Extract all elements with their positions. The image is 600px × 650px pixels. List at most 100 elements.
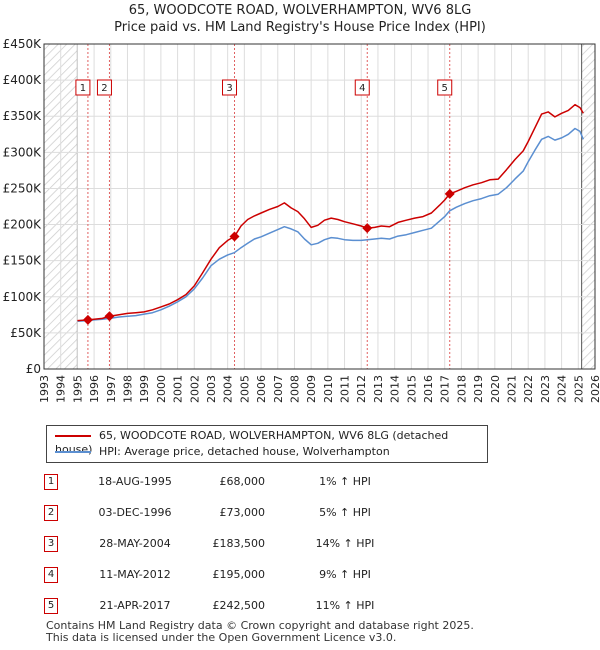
x-tick-label: 1994 — [55, 375, 68, 403]
series-lines — [77, 103, 584, 323]
y-tick-label: £0 — [26, 362, 41, 376]
sale-date: 18-AUG-1995 — [98, 475, 172, 488]
x-tick-label: 2004 — [222, 375, 235, 403]
sale-row: 5 21-APR-2017 £242,500 11% ↑ HPI — [40, 598, 460, 614]
price-chart: 1 2 3 4 5 £0 £50K £100K £150K £200K £250K £300K £35… — [3, 37, 600, 403]
x-tick-label: 2021 — [506, 375, 519, 403]
x-tick-label: 2024 — [556, 375, 569, 403]
x-tick-label: 2009 — [305, 375, 318, 403]
x-tick-label: 1999 — [138, 375, 151, 403]
y-tick-label: £150K — [3, 254, 43, 268]
x-tick-label: 2017 — [439, 375, 452, 403]
sale-date: 11-MAY-2012 — [99, 568, 171, 581]
title-text: 65, WOODCOTE ROAD, WOLVERHAMPTON, WV6 8L… — [128, 3, 472, 18]
sale-points — [82, 188, 455, 325]
series-line-hpi — [77, 127, 584, 323]
y-tick-label: £200K — [3, 218, 43, 232]
x-tick-label: 2016 — [422, 375, 435, 403]
y-tick-label: £400K — [3, 73, 43, 87]
legend-item-hpi: HPI: Average price, detached house, Wolv… — [55, 445, 390, 459]
y-tick-label: £350K — [3, 109, 43, 123]
sale-row: 3 28-MAY-2004 £183,500 14% ↑ HPI — [40, 536, 460, 552]
sale-price: £195,000 — [212, 568, 266, 581]
sale-price: £242,500 — [212, 599, 266, 612]
sale-number-text: 2 — [101, 83, 107, 94]
sale-row: 4 11-MAY-2012 £195,000 9% ↑ HPI — [40, 567, 460, 583]
legend-label-hpi: HPI: Average price, detached house, Wolv… — [99, 445, 390, 458]
x-tick-labels: 1993 1994 1995 1996 1997 1998 1999 2000 2001 2002… — [38, 375, 600, 403]
sale-date: 21-APR-2017 — [99, 599, 171, 612]
x-tick-label: 2015 — [405, 375, 418, 403]
sale-number-badge: 3 — [44, 536, 58, 552]
x-tick-label: 1993 — [38, 375, 51, 403]
x-tick-label: 2019 — [472, 375, 485, 403]
x-tick-label: 2020 — [489, 375, 502, 403]
sale-number-labels: 1 2 3 4 5 — [75, 79, 453, 96]
x-tick-label: 2010 — [322, 375, 335, 403]
y-tick-label: £450K — [3, 37, 43, 51]
x-tick-label: 2013 — [372, 375, 385, 403]
x-tick-label: 2018 — [455, 375, 468, 403]
x-tick-label: 1997 — [105, 375, 118, 403]
x-tick-label: 2002 — [188, 375, 201, 403]
y-tick-label: £300K — [3, 145, 43, 159]
sale-point — [444, 188, 455, 199]
sale-point — [229, 231, 240, 242]
legend-swatch-property — [55, 435, 91, 437]
sale-hpi-diff: 9% ↑ HPI — [319, 568, 371, 581]
hatched-regions — [44, 44, 595, 369]
series-line-property — [77, 103, 584, 322]
sale-price: £68,000 — [219, 475, 266, 488]
y-tick-label: £250K — [3, 181, 43, 195]
x-tick-label: 2008 — [288, 375, 301, 403]
sale-vertical-lines — [87, 44, 451, 369]
x-tick-label: 2026 — [589, 375, 600, 403]
sale-number-badge: 1 — [44, 474, 58, 490]
x-tick-label: 2003 — [205, 375, 218, 403]
legend-swatch-hpi — [55, 451, 91, 453]
sale-number-box — [437, 79, 453, 96]
sale-price: £73,000 — [219, 506, 266, 519]
sale-date: 28-MAY-2004 — [99, 537, 171, 550]
sale-number-box — [222, 79, 238, 96]
sale-point — [82, 314, 93, 325]
sale-number-box — [96, 79, 112, 96]
grid-lines — [43, 43, 596, 370]
chart-title: 65, WOODCOTE ROAD, WOLVERHAMPTON, WV6 8L… — [0, 2, 600, 36]
x-tick-label: 1995 — [71, 375, 84, 403]
x-tick-label: 2005 — [238, 375, 251, 403]
x-tick-label: 2007 — [272, 375, 285, 403]
legend-item-property: 65, WOODCOTE ROAD, WOLVERHAMPTON, WV6 8L… — [55, 429, 487, 456]
x-tick-label: 1996 — [88, 375, 101, 403]
x-tick-label: 2000 — [155, 375, 168, 403]
x-tick-label: 1998 — [121, 375, 134, 403]
sale-hpi-diff: 14% ↑ HPI — [315, 537, 375, 550]
subtitle-text: Price paid vs. HM Land Registry's House … — [114, 20, 486, 35]
sale-date: 03-DEC-1996 — [98, 506, 172, 519]
sale-hpi-diff: 1% ↑ HPI — [319, 475, 371, 488]
x-tick-label: 2006 — [255, 375, 268, 403]
plot-frame — [43, 43, 596, 370]
sale-point — [104, 311, 115, 322]
sale-row: 2 03-DEC-1996 £73,000 5% ↑ HPI — [40, 505, 460, 521]
x-tick-label: 2001 — [172, 375, 185, 403]
sale-number-badge: 2 — [44, 505, 58, 521]
sale-number-text: 5 — [442, 83, 448, 94]
sale-number-badge: 5 — [44, 598, 58, 614]
sale-price: £183,500 — [212, 537, 266, 550]
x-tick-label: 2023 — [539, 375, 552, 403]
x-tick-label: 2011 — [339, 375, 352, 403]
footer: Contains HM Land Registry data © Crown c… — [46, 620, 474, 644]
sale-number-box — [354, 79, 370, 96]
legend: 65, WOODCOTE ROAD, WOLVERHAMPTON, WV6 8L… — [46, 425, 488, 463]
x-tick-label: 2022 — [522, 375, 535, 403]
sale-number-text: 1 — [80, 83, 86, 94]
sale-point — [362, 223, 373, 234]
x-tick-label: 2014 — [389, 375, 402, 403]
footer-licence: This data is licensed under the Open Gov… — [46, 631, 397, 644]
sale-number-badge: 4 — [44, 567, 58, 583]
sale-row: 1 18-AUG-1995 £68,000 1% ↑ HPI — [40, 474, 460, 490]
sale-hpi-diff: 5% ↑ HPI — [319, 506, 371, 519]
y-tick-labels: £0 £50K £100K £150K £200K £250K £300K £350K £400… — [3, 37, 43, 376]
y-tick-label: £50K — [10, 326, 42, 340]
